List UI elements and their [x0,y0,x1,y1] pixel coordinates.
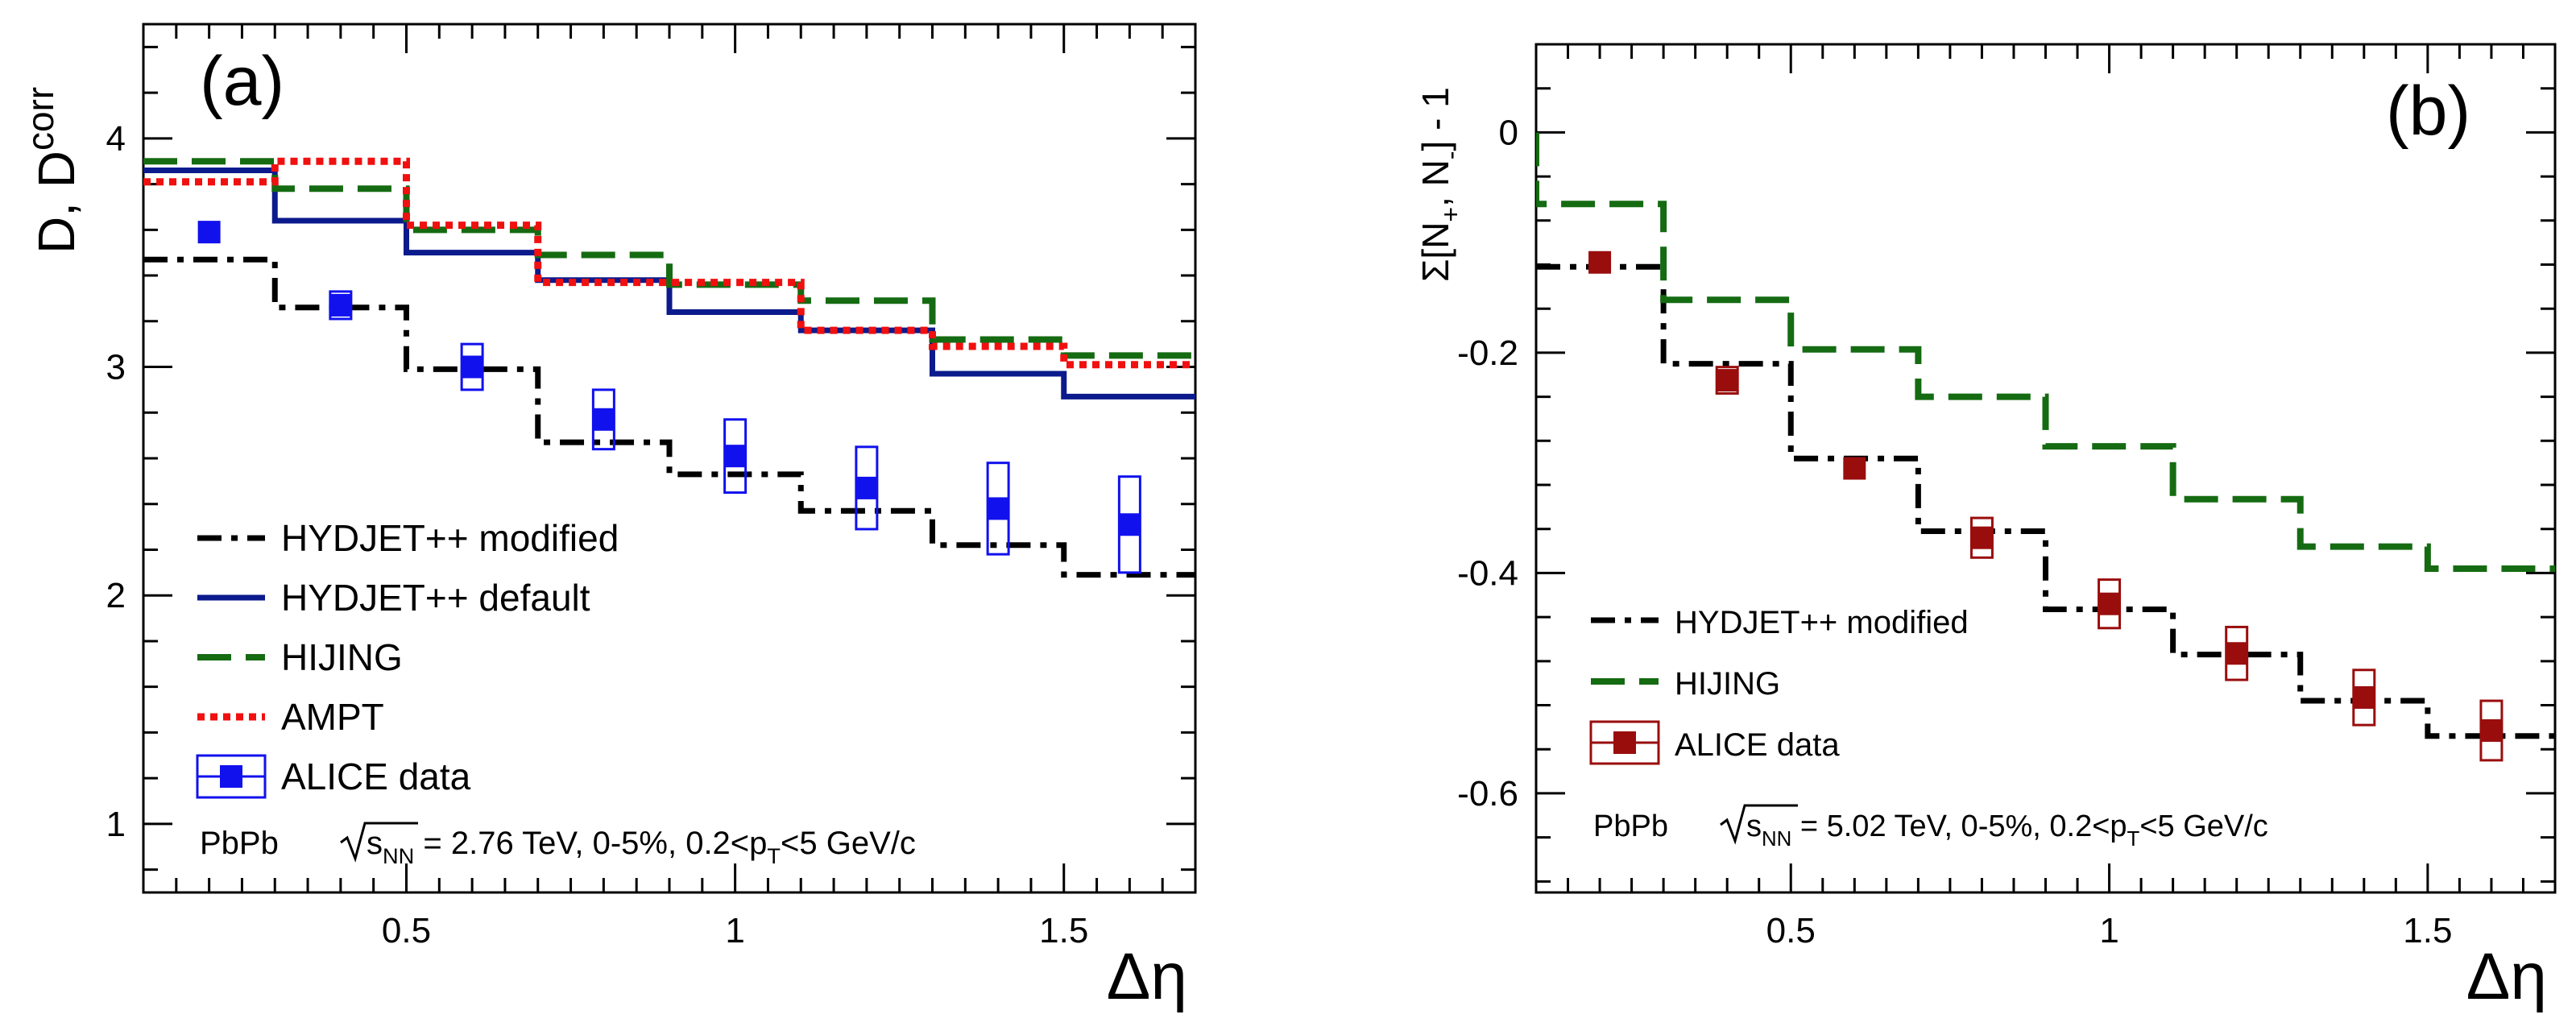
y-tick-label: 0 [1499,113,1518,152]
x-tick-label: 1.5 [1039,911,1088,950]
y-tick-label: -0.2 [1457,333,1518,373]
legend-label: HIJING [281,636,403,678]
data-point [197,221,221,244]
data-point [723,445,747,468]
x-tick-label: 1.5 [2403,911,2452,950]
legend-label: HYDJET++ modified [281,517,619,559]
y-axis-label: D, Dcorr [19,87,85,254]
x-axis-label: Δη [2466,940,2547,1013]
y-tick-label: -0.6 [1457,774,1518,814]
annotation-part: <5 GeV/c [2139,809,2267,843]
data-point [461,355,484,379]
y-axis-label: Σ[N+, N-] - 1 [1414,87,1465,282]
annotation: PbPb sNN = 2.76 TeV, 0-5%, 0.2<pT<5 GeV/c [200,822,916,868]
plot-frame [1534,43,2557,894]
y-axis-label-part: + [1436,207,1465,222]
y-tick-label: 3 [106,348,126,387]
y-axis-label-part: , N [1414,159,1456,207]
y-axis-label-part: - [1436,151,1465,159]
y-axis-label-main: D, D [27,151,85,254]
sqrt-icon [1720,804,1798,845]
annotation-energy: sNN = 2.76 TeV, 0-5%, 0.2<pT<5 GeV/c [367,826,916,868]
panel-b: 0.5 1 1.5 0 -0.2 -0.4 -0.6 Δη Σ[N+, N-] - 1 (b) HY… [1414,43,2557,1013]
plot-area [1536,132,2555,762]
series-line-hijing [143,158,1195,359]
data-point [2225,642,2248,665]
legend-label: AMPT [281,696,384,738]
x-tick-label: 1 [725,911,744,950]
y-tick-label: -0.4 [1457,553,1518,593]
annotation: PbPb sNN = 5.02 TeV, 0-5%, 0.2<pT<5 GeV/c [1593,804,2268,851]
data-point [2352,685,2375,709]
annotation-part: s [1746,809,1762,843]
legend-label: ALICE data [281,756,471,797]
annotation-system: PbPb [200,826,279,861]
legend-label: HYDJET++ modified [1675,605,1969,640]
annotation-part: = 2.76 TeV, 0-5%, 0.2<p [414,826,767,861]
plot-area [143,157,1195,578]
y-tick-label: 2 [106,576,126,615]
data-point [987,497,1010,520]
data-point [1716,369,1739,392]
legend-label: HIJING [1675,666,1780,702]
annotation-part: T [767,843,781,868]
data-point [855,476,878,499]
data-point [1843,457,1866,480]
annotation-part: <5 GeV/c [781,826,916,861]
annotation-part: NN [1762,828,1791,851]
data-point [1118,513,1141,536]
data-point [2098,592,2121,615]
legend-label: HYDJET++ default [281,577,590,619]
legend: HYDJET++ modified HYDJET++ default HIJING A… [196,517,619,799]
sqrt-icon [340,822,418,863]
y-tick-label: 4 [106,119,126,159]
panel-label: (a) [200,43,284,120]
legend-label: ALICE data [1675,727,1840,763]
y-axis-label-part: ] - 1 [1414,87,1456,151]
x-axis-label: Δη [1107,940,1187,1013]
annotation-system: PbPb [1593,809,1668,843]
x-tick-label: 0.5 [1766,911,1816,950]
y-tick-label: 1 [106,805,126,844]
annotation-part: T [2127,828,2140,851]
series-line-hijing [1536,132,2555,572]
legend: HYDJET++ modified HIJING ALICE data [1589,605,1969,765]
x-tick-label: 0.5 [382,911,431,950]
data-point [1970,526,1994,549]
series-line-hydjet-default [143,168,1195,400]
legend-swatch-marker [1613,731,1636,754]
data-point [329,293,352,317]
series-line-ampt [143,157,1195,369]
annotation-part: = 5.02 TeV, 0-5%, 0.2<p [1791,809,2127,843]
legend-swatch-marker [220,765,242,788]
data-point [592,408,615,431]
panel-a: 0.5 1 1.5 1 2 3 4 Δη D, Dcorr (a) HYDJET++ modifie… [19,23,1197,1013]
panel-label: (b) [2386,72,2470,150]
y-axis-label-part: Σ[N [1414,222,1456,282]
annotation-energy: sNN = 5.02 TeV, 0-5%, 0.2<pT<5 GeV/c [1746,809,2268,851]
x-tick-label: 1 [2099,911,2118,950]
data-point [2479,718,2503,742]
y-axis-label-sup: corr [19,87,61,151]
annotation-part: s [367,826,383,861]
annotation-part: NN [383,843,414,868]
data-point [1588,251,1612,274]
